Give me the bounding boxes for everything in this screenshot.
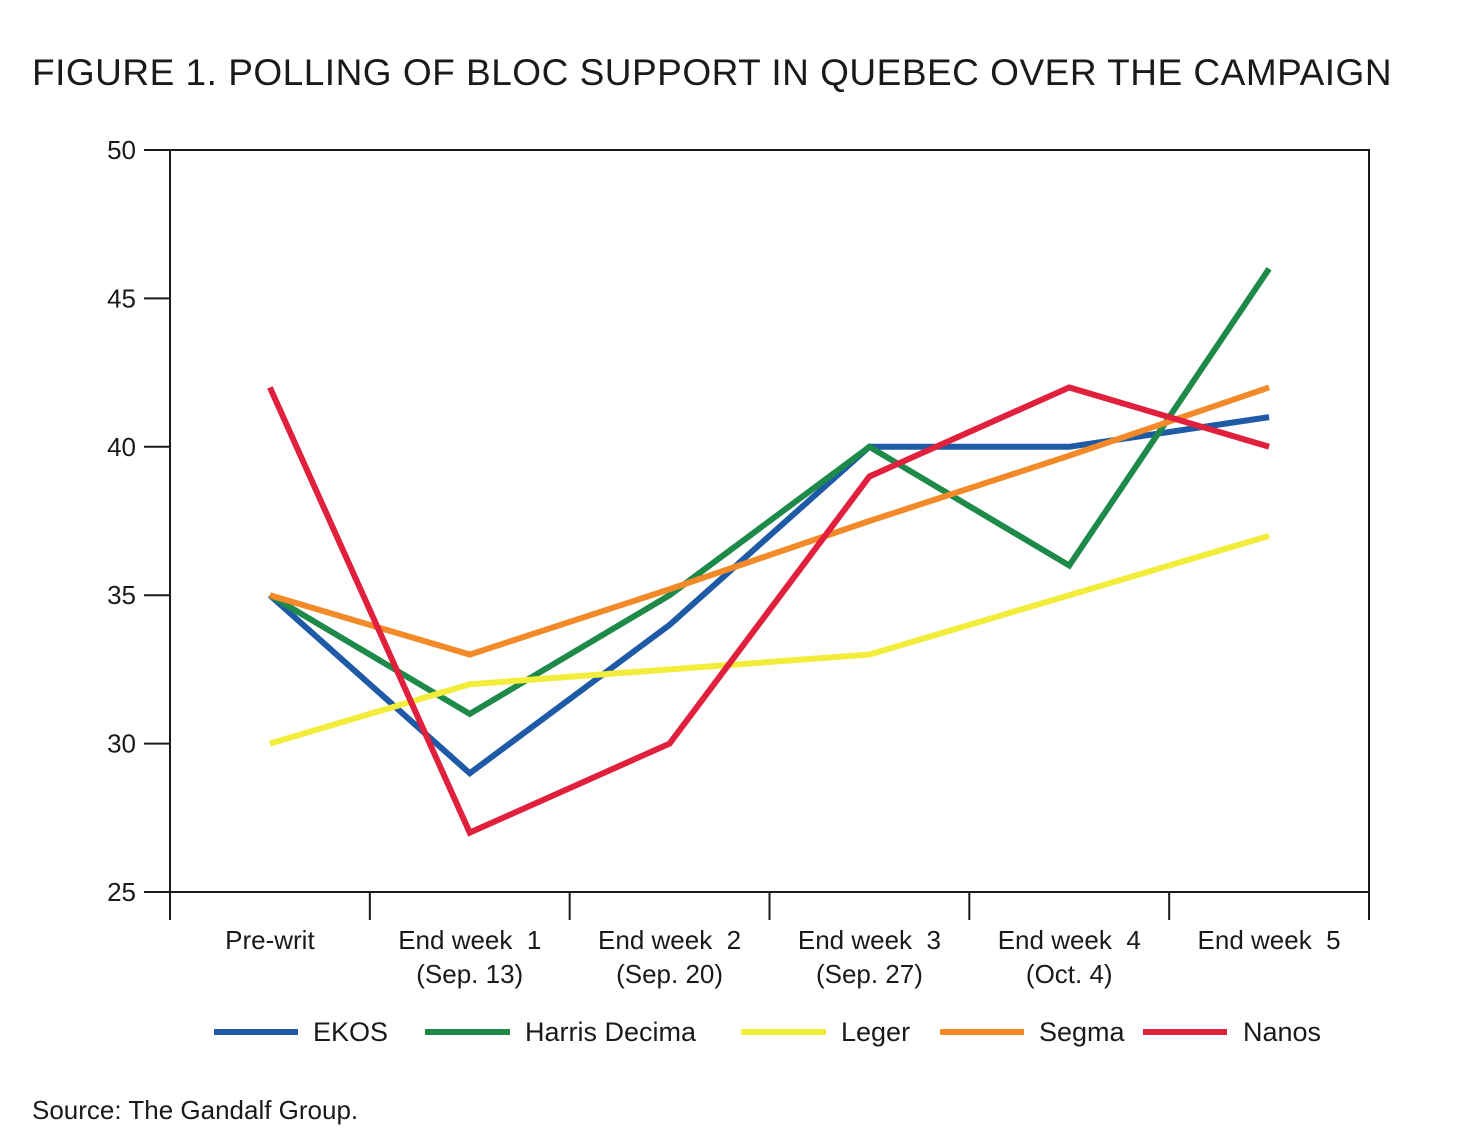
- x-tick-label-line: End week 2: [598, 925, 741, 955]
- legend-label-ekos: EKOS: [313, 1017, 388, 1047]
- x-tick-label-line: End week 1: [398, 925, 541, 955]
- x-tick-label-line: Pre-writ: [225, 925, 315, 955]
- x-tick-label: End week 5: [1198, 925, 1341, 955]
- series-line-nanos: [267, 384, 1270, 837]
- legend-label-harris-decima: Harris Decima: [525, 1017, 697, 1047]
- source-note: Source: The Gandalf Group.: [32, 1095, 359, 1125]
- plot-frame: [169, 149, 1370, 893]
- series-line-harris-decima: [268, 267, 1272, 718]
- x-tick-label: End week 4 (Oct. 4): [998, 925, 1141, 989]
- x-tick-label-line: (Oct. 4): [1026, 959, 1113, 989]
- legend-label-segma: Segma: [1039, 1017, 1126, 1047]
- y-tick-label: 25: [107, 877, 136, 907]
- y-tick-label: 45: [107, 283, 136, 313]
- chart-title: FIGURE 1. POLLING OF BLOC SUPPORT IN QUE…: [32, 52, 1393, 93]
- x-tick-label-line: End week 3: [798, 925, 941, 955]
- series-line-leger: [269, 532, 1270, 747]
- series-lines: [267, 267, 1272, 837]
- x-tick-label: Pre-writ: [225, 925, 315, 955]
- x-tick-label-line: (Sep. 13): [416, 959, 523, 989]
- legend: EKOS Harris Decima Leger Segma Nanos: [214, 1017, 1321, 1047]
- y-tick-label: 35: [107, 580, 136, 610]
- y-tick-label: 50: [107, 135, 136, 165]
- x-axis: Pre-writ End week 1 (Sep. 13) End week 2 (Se…: [169, 892, 1370, 989]
- x-tick-label-line: (Sep. 27): [816, 959, 923, 989]
- legend-label-nanos: Nanos: [1243, 1017, 1321, 1047]
- x-tick-label-line: End week 5: [1198, 925, 1341, 955]
- y-tick-label: 30: [107, 729, 136, 759]
- x-tick-label: End week 2 (Sep. 20): [598, 925, 741, 989]
- x-tick-label: End week 3 (Sep. 27): [798, 925, 941, 989]
- legend-label-leger: Leger: [841, 1017, 910, 1047]
- x-tick-label: End week 1 (Sep. 13): [398, 925, 541, 989]
- x-tick-label-line: (Sep. 20): [616, 959, 723, 989]
- x-tick-label-line: End week 4: [998, 925, 1141, 955]
- series-line-segma: [269, 384, 1271, 658]
- y-axis: 25 30 35 40 45 50: [107, 135, 170, 907]
- y-tick-label: 40: [107, 432, 136, 462]
